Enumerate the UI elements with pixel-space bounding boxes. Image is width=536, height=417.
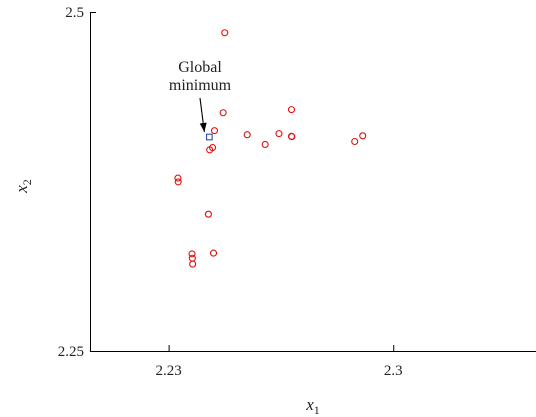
data-point bbox=[351, 137, 359, 146]
y-axis-title-base: x bbox=[12, 185, 31, 194]
y-axis-title-sub: 2 bbox=[20, 179, 34, 185]
data-point bbox=[288, 133, 296, 141]
y-tick-label: 2.25 bbox=[58, 344, 84, 360]
data-point bbox=[174, 174, 182, 182]
data-points bbox=[174, 29, 367, 268]
data-point bbox=[188, 250, 196, 258]
data-point bbox=[243, 131, 251, 139]
x-axis-title-base: x bbox=[305, 395, 314, 414]
data-point bbox=[275, 130, 283, 138]
svg-text:x2: x2 bbox=[12, 179, 34, 194]
data-point bbox=[261, 140, 269, 149]
data-point bbox=[189, 260, 197, 268]
data-point bbox=[174, 178, 182, 186]
annotation-label: Global bbox=[178, 59, 222, 76]
x-axis-title: x1 bbox=[305, 395, 320, 417]
y-axis-title: x2 bbox=[12, 179, 34, 194]
data-point bbox=[204, 210, 212, 218]
svg-text:x1: x1 bbox=[305, 395, 320, 417]
data-point bbox=[287, 106, 296, 114]
data-point bbox=[210, 127, 219, 135]
global-minimum-point bbox=[206, 133, 213, 141]
data-point bbox=[219, 109, 227, 117]
y-tick-label: 2.5 bbox=[65, 5, 84, 21]
data-point bbox=[359, 132, 367, 140]
data-point bbox=[209, 144, 217, 152]
ticks: 2.25 2.5 2.23 2.3 bbox=[58, 5, 403, 379]
x-tick-label: 2.23 bbox=[155, 363, 181, 379]
axes bbox=[90, 12, 536, 352]
x-tick-label: 2.3 bbox=[384, 363, 403, 379]
annotation-arrow-head bbox=[199, 122, 207, 133]
data-point bbox=[221, 29, 229, 37]
data-point bbox=[209, 249, 218, 257]
x-axis-title-sub: 1 bbox=[314, 403, 320, 417]
data-point bbox=[188, 254, 196, 262]
annotation-label: minimum bbox=[169, 77, 232, 94]
